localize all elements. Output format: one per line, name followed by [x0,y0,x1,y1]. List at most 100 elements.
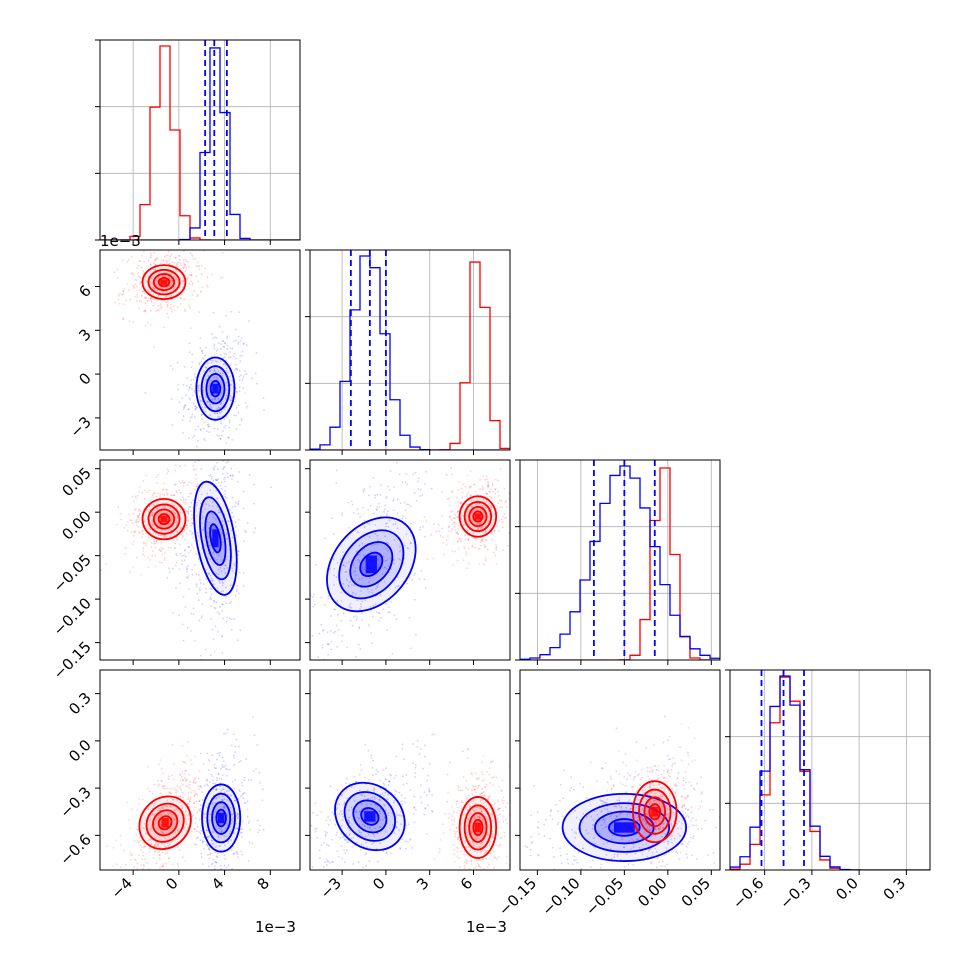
sample-point [184,464,187,467]
sample-point [223,426,226,429]
sample-point [602,801,605,803]
sample-point [168,778,170,780]
sample-point [666,809,669,811]
sample-point [232,515,235,518]
sample-point [188,800,191,803]
sample-point [190,501,193,504]
sample-point [176,263,179,266]
sample-point [361,566,364,569]
sample-point [229,347,232,350]
sample-point [340,794,343,796]
sample-point [641,792,644,795]
sample-point [211,862,214,865]
sample-point [576,861,579,864]
sample-point [237,341,240,343]
sample-point [183,298,186,301]
sample-point [331,861,333,863]
sample-point [377,583,379,586]
sample-point [189,492,191,495]
sample-point [398,814,400,816]
sample-point [469,494,472,497]
sample-point [478,815,481,818]
sample-point [183,406,186,409]
sample-point [212,337,215,340]
sample-point [659,828,661,831]
sample-point [330,615,332,617]
sample-point [334,824,336,826]
sample-point [230,628,233,631]
sample-point [460,801,463,804]
sample-point [199,785,202,787]
sample-point [400,794,403,797]
sample-point [227,840,230,843]
sample-point [219,751,222,754]
sample-point [482,510,485,513]
sample-point [336,850,339,852]
sample-point [197,558,200,560]
sample-point [235,534,238,537]
sample-point [206,829,208,832]
sample-point [156,508,159,510]
sample-point [478,865,481,868]
sample-point [134,278,137,281]
sample-point [450,491,453,494]
sample-point [208,425,210,428]
sample-point [223,807,226,810]
sample-point [184,270,187,273]
sample-point [217,835,220,837]
sample-point [190,280,193,283]
sample-point [170,797,173,799]
sample-point [550,810,552,813]
sample-point [171,510,174,512]
sample-point [645,747,648,749]
density-peak [614,822,635,833]
sample-point [213,802,216,804]
sample-point [161,275,164,278]
sample-point [480,544,482,547]
density-peak [212,529,219,548]
sample-point [159,523,162,526]
sample-point [388,780,390,783]
sample-point [379,810,381,812]
sample-point [457,528,459,531]
sample-point [345,570,348,573]
sample-point [641,838,644,841]
sample-point [471,808,474,811]
sample-point [625,791,628,794]
sample-point [460,850,462,853]
sample-point [215,855,218,858]
sample-point [203,784,206,787]
sample-point [216,758,218,761]
sample-point [185,268,188,271]
sample-point [150,300,153,303]
sample-point [476,777,479,780]
sample-point [413,795,416,798]
sample-point [233,787,236,790]
sample-point [168,857,171,860]
sample-point [653,784,655,787]
sample-point [419,489,422,491]
sample-point [216,428,219,431]
sample-point [221,251,224,254]
sample-point [158,816,161,818]
sample-point [399,847,402,849]
sample-point [193,405,196,407]
sample-point [655,866,658,869]
sample-point [447,526,450,528]
sample-point [144,310,147,312]
sample-point [713,915,715,917]
sample-point [348,809,350,812]
sample-point [457,872,459,874]
sample-point [423,791,426,794]
sample-point [464,547,466,550]
sample-point [483,785,486,788]
sample-point [356,508,359,511]
sample-point [344,861,346,864]
sample-point [169,843,171,846]
sample-point [224,490,226,492]
sample-point [236,812,239,815]
sample-point [186,377,189,380]
sample-point [190,791,193,794]
sample-point [476,831,479,834]
sample-point [413,492,416,494]
